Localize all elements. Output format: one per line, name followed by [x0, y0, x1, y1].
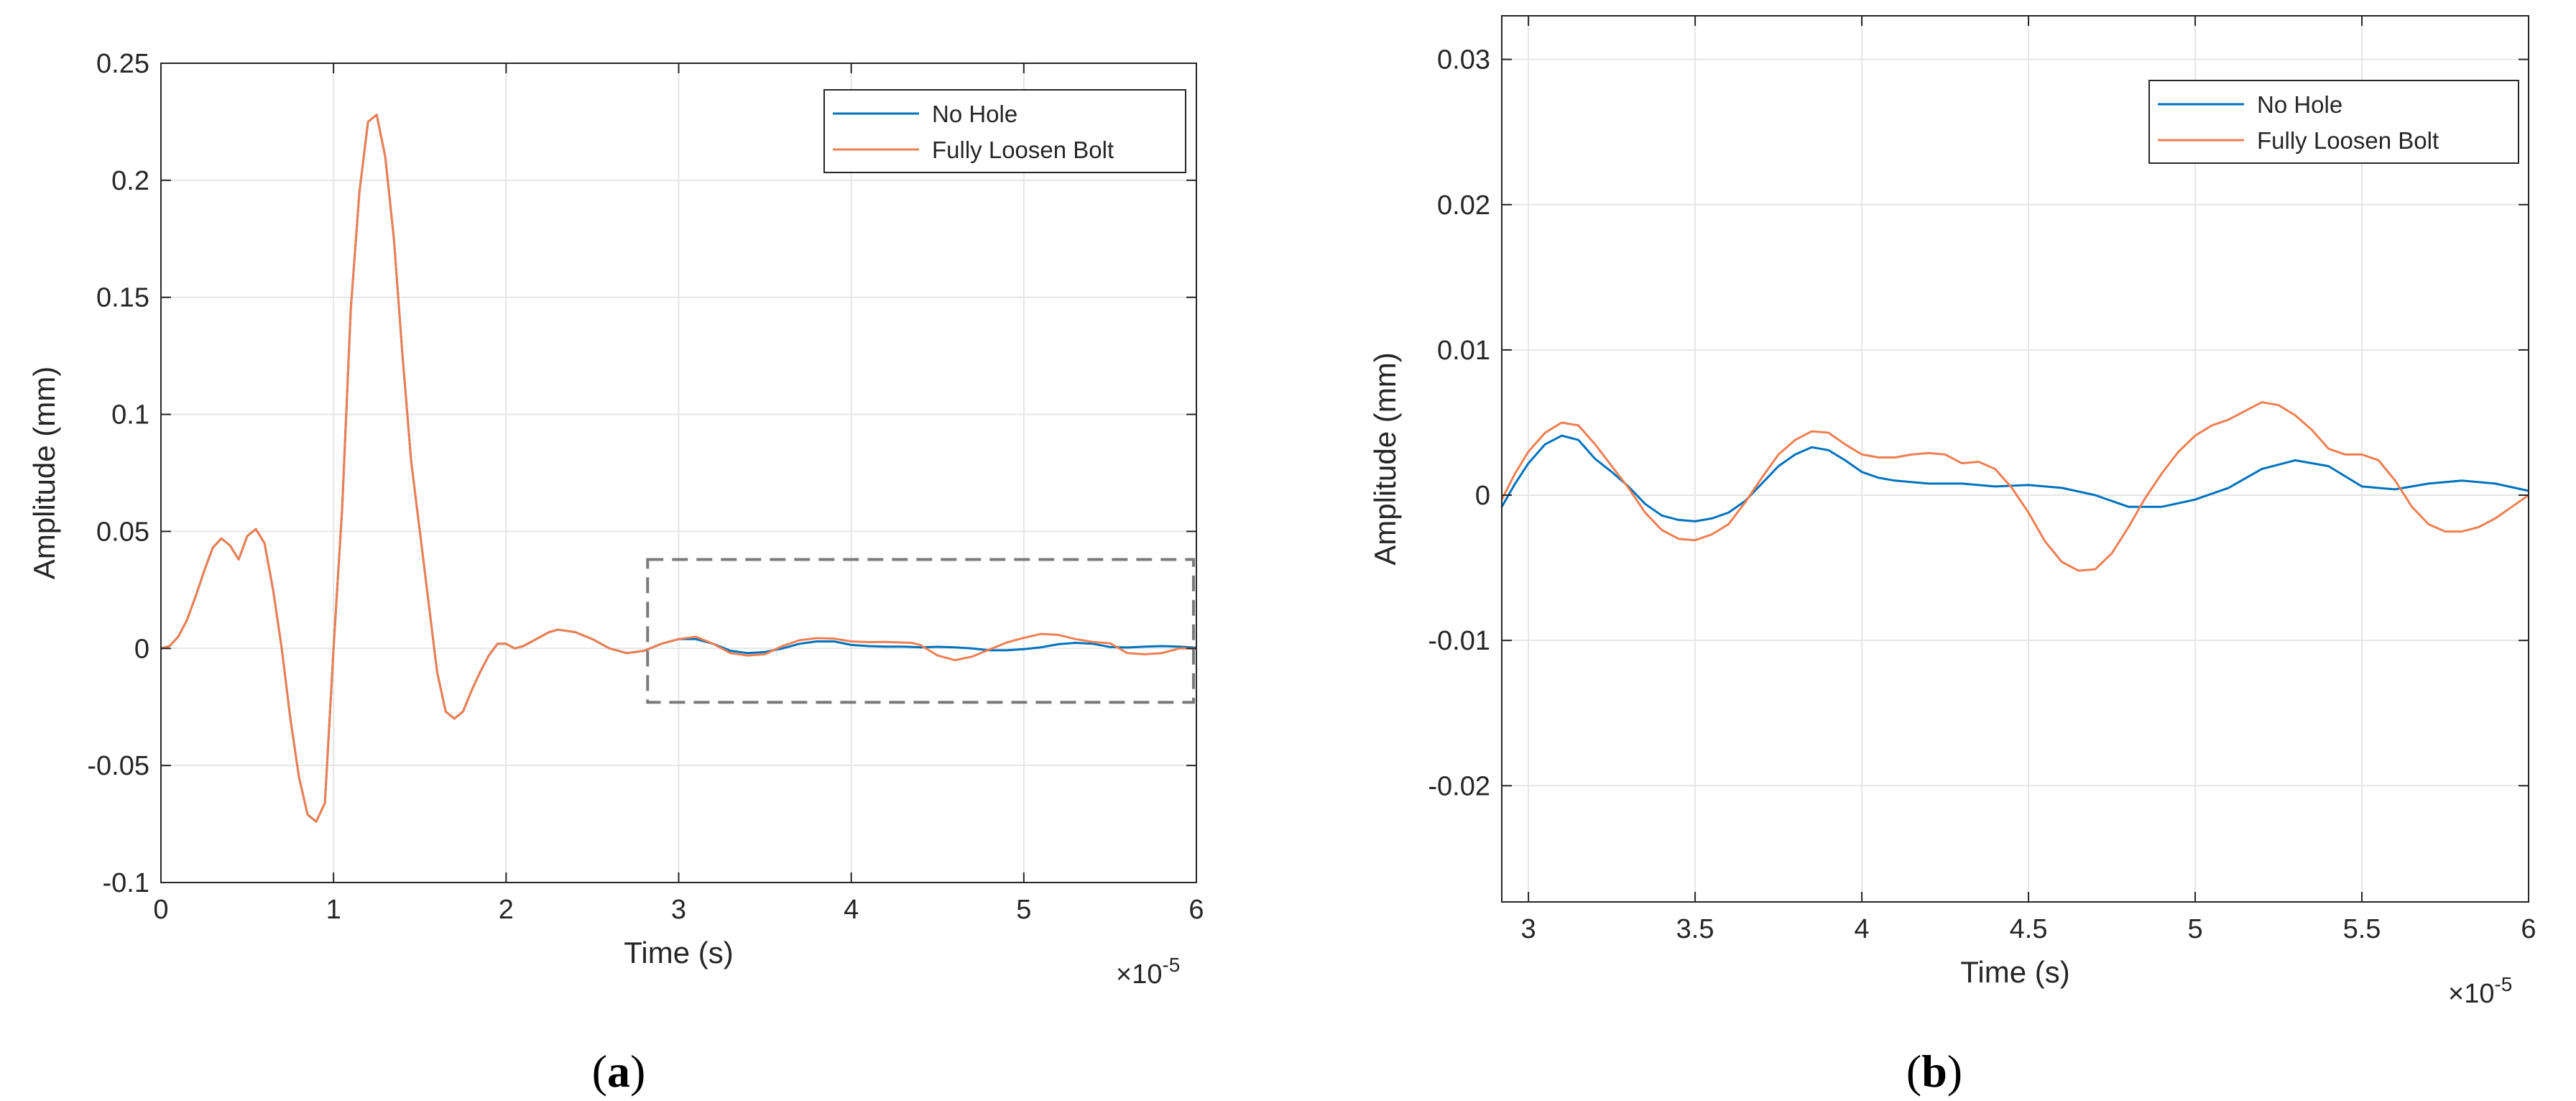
legend-box	[823, 89, 1186, 173]
x-axis-label: Time (s)	[624, 936, 733, 969]
x-tick-label-1: 1	[326, 895, 341, 925]
y-tick-label-1: -0.05	[87, 751, 149, 781]
x-tick-label-4: 4	[844, 895, 859, 925]
x-tick-label-2: 2	[499, 895, 514, 925]
legend-label-fully-loosen-bolt: Fully Loosen Bolt	[932, 137, 1114, 163]
series-line-no-hole	[1500, 434, 2529, 522]
y-tick-label-4: 0.02	[1437, 190, 1490, 221]
caption-a-open: (	[592, 1046, 607, 1097]
y-tick-label-7: 0.25	[96, 49, 149, 79]
x-tick-label-5: 5.5	[2343, 914, 2381, 944]
caption-a: (a)	[592, 1046, 646, 1097]
x-exponent-power: -5	[2494, 973, 2512, 995]
x-tick-label-3: 4.5	[2010, 914, 2048, 944]
x-exponent-base: ×10	[1116, 959, 1162, 990]
series-line-fully-loosen-bolt	[160, 114, 1196, 823]
x-tick-label-0: 3	[1521, 914, 1536, 944]
x-exponent-power: -5	[1162, 954, 1180, 976]
caption-a-close: )	[630, 1046, 645, 1097]
caption-b-close: )	[1947, 1046, 1962, 1097]
chart-a: 0 1 2 3 4 5 6 -0.1 -0.05 0 0.05 0.1 0.15 0.2 0.25 Time …	[27, 49, 1204, 990]
y-tick-label-4: 0.1	[111, 400, 149, 430]
legend-label-no-hole: No Hole	[2257, 91, 2342, 118]
x-tick-label-1: 3.5	[1676, 914, 1714, 944]
y-tick-label-5: 0.15	[96, 283, 149, 313]
x-axis-label: Time (s)	[1960, 955, 2069, 989]
caption-b: (b)	[1906, 1046, 1962, 1097]
y-tick-label-0: -0.02	[1428, 771, 1490, 801]
x-tick-label-5: 5	[1016, 895, 1031, 925]
zoom-region-box	[646, 558, 1195, 704]
x-tick-label-4: 5	[2187, 914, 2202, 944]
y-tick-label-3: 0.01	[1437, 336, 1490, 366]
series-line-fully-loosen-bolt	[1500, 401, 2529, 572]
y-axis-label: Amplitude (mm)	[1368, 352, 1402, 565]
y-tick-label-3: 0.05	[96, 517, 149, 547]
x-tick-label-2: 4	[1855, 914, 1870, 944]
y-axis-label: Amplitude (mm)	[27, 367, 61, 579]
x-exponent-label: ×10-5	[2448, 973, 2512, 1009]
x-tick-label-6: 6	[2521, 914, 2536, 944]
x-tick-label-6: 6	[1188, 895, 1204, 925]
axes-frame	[1501, 15, 2529, 903]
x-exponent-base: ×10	[2448, 979, 2494, 1009]
x-exponent-label: ×10-5	[1116, 954, 1180, 990]
y-tick-label-6: 0.2	[111, 166, 149, 196]
y-tick-label-2: 0	[1475, 481, 1490, 511]
x-tick-label-3: 3	[671, 895, 686, 925]
y-tick-label-1: -0.01	[1428, 626, 1490, 656]
chart-b: 3 3.5 4 4.5 5 5.5 6 -0.02 -0.01 0 0.01 0.02 0.03 Time…	[1368, 15, 2536, 1009]
x-tick-label-0: 0	[153, 895, 168, 925]
legend-label-no-hole: No Hole	[932, 101, 1017, 127]
y-tick-label-2: 0	[134, 634, 149, 664]
caption-a-letter: a	[607, 1046, 630, 1097]
legend-label-fully-loosen-bolt: Fully Loosen Bolt	[2257, 127, 2439, 154]
y-tick-label-0: -0.1	[103, 868, 149, 898]
caption-b-open: (	[1906, 1046, 1921, 1097]
caption-b-letter: b	[1921, 1046, 1947, 1097]
y-tick-label-5: 0.03	[1437, 45, 1490, 75]
legend-box	[2148, 80, 2519, 164]
